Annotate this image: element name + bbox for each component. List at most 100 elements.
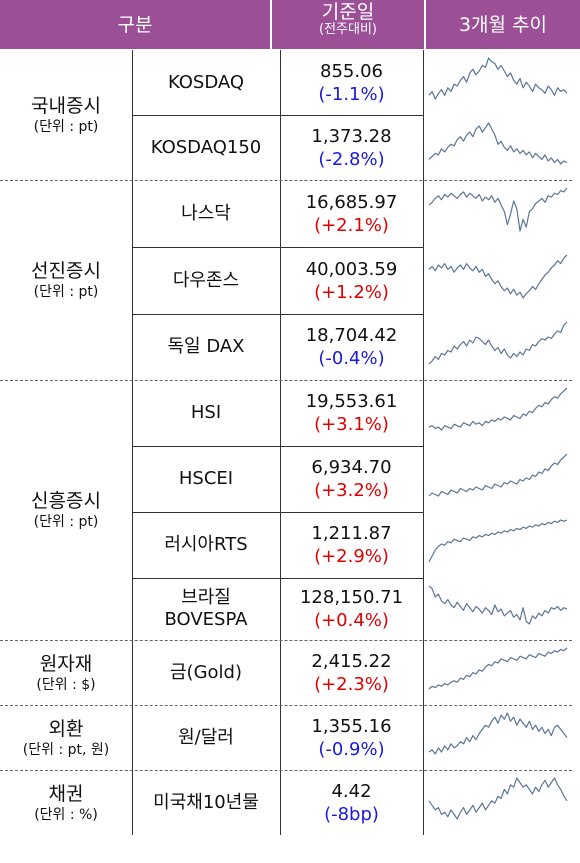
index-name: BOVESPA	[164, 609, 248, 630]
index-name-cell: HSCEI	[132, 446, 280, 512]
header-divider	[270, 0, 272, 49]
index-name-cell: HSI	[132, 380, 280, 446]
index-value: 855.06	[320, 60, 383, 82]
value-cell: 855.06 (-1.1%)	[280, 50, 423, 115]
header-cell-base-date: 기준일 (전주대비)	[272, 0, 424, 49]
index-name: KOSDAQ150	[150, 136, 262, 158]
column-divider	[423, 50, 424, 835]
weekly-change: (+2.9%)	[314, 546, 389, 567]
value-cell: 1,211.87 (+2.9%)	[280, 512, 423, 578]
weekly-change: (-0.9%)	[318, 738, 385, 760]
trend-sparkline	[428, 387, 568, 431]
value-cell: 1,355.16 (-0.9%)	[280, 705, 423, 770]
index-value: 1,355.16	[311, 715, 392, 737]
value-cell: 6,934.70 (+3.2%)	[280, 446, 423, 512]
row-divider	[132, 512, 423, 513]
header-divider	[424, 0, 426, 49]
trend-line	[428, 254, 568, 299]
value-cell: 18,704.42 (-0.4%)	[280, 314, 423, 380]
index-value: 1,211.87	[311, 523, 392, 544]
trend-line	[428, 585, 568, 625]
group-divider	[0, 705, 572, 706]
index-value: 19,553.61	[305, 391, 398, 412]
row-divider	[132, 314, 423, 315]
index-name-cell: 독일 DAX	[132, 314, 280, 380]
index-value: 128,150.71	[299, 587, 404, 608]
column-divider	[132, 50, 133, 835]
weekly-change: (+3.1%)	[314, 414, 389, 435]
group-title: 국내증시	[31, 95, 101, 117]
group-cell: 선진증시 (단위 : pt)	[0, 180, 132, 380]
weekly-change: (+2.1%)	[314, 214, 389, 236]
group-cell: 원자재 (단위 : $)	[0, 640, 132, 705]
trend-sparkline	[428, 585, 568, 625]
index-name-cell: KOSDAQ150	[132, 115, 280, 180]
group-unit: (단위 : %)	[34, 806, 98, 823]
weekly-change: (+2.3%)	[314, 673, 389, 695]
index-name-cell: 미국채10년물	[132, 770, 280, 835]
index-value: 6,934.70	[311, 457, 392, 478]
index-value: 4.42	[331, 780, 372, 802]
trend-line	[428, 387, 568, 431]
index-value: 40,003.59	[305, 258, 398, 280]
index-name-cell: 나스닥	[132, 180, 280, 247]
weekly-change: (-8bp)	[324, 803, 379, 825]
trend-line	[428, 321, 568, 365]
header-category: 구분	[117, 13, 153, 36]
group-unit: (단위 : pt)	[33, 119, 99, 135]
index-value: 16,685.97	[305, 191, 398, 213]
index-name: HSCEI	[178, 468, 234, 489]
index-value: 1,373.28	[311, 125, 392, 147]
value-cell: 40,003.59 (+1.2%)	[280, 247, 423, 314]
trend-line	[428, 187, 568, 232]
group-title: 채권	[48, 782, 84, 805]
index-value: 2,415.22	[311, 650, 392, 672]
value-cell: 1,373.28 (-2.8%)	[280, 115, 423, 180]
group-unit: (단위 : pt)	[33, 514, 99, 530]
value-cell: 4.42 (-8bp)	[280, 770, 423, 835]
trend-sparkline	[428, 712, 568, 755]
index-name-cell: 브라질 BOVESPA	[132, 578, 280, 640]
header-base-date: 기준일	[321, 0, 375, 23]
group-cell: 채권 (단위 : %)	[0, 770, 132, 835]
header-trend: 3개월 추이	[458, 13, 548, 36]
weekly-change: (+1.2%)	[314, 281, 389, 303]
index-name-cell: 다우존스	[132, 247, 280, 314]
value-cell: 128,150.71 (+0.4%)	[280, 578, 423, 640]
index-name: 나스닥	[181, 202, 231, 224]
weekly-change: (+0.4%)	[314, 610, 389, 631]
index-name: 러시아RTS	[164, 534, 248, 555]
header-cell-category: 구분	[0, 0, 270, 49]
weekly-change: (-0.4%)	[318, 348, 385, 369]
group-divider	[0, 640, 572, 641]
trend-sparkline	[428, 647, 568, 690]
row-divider	[132, 446, 423, 447]
group-title: 외환	[48, 717, 84, 740]
group-title: 신흥증시	[31, 490, 101, 512]
trend-sparkline	[428, 453, 568, 497]
trend-sparkline	[428, 519, 568, 563]
group-unit: (단위 : $)	[36, 676, 96, 693]
trend-sparkline	[428, 122, 568, 165]
index-name: HSI	[190, 402, 222, 423]
index-name: KOSDAQ	[167, 71, 245, 93]
trend-line	[428, 647, 568, 690]
group-divider	[0, 180, 572, 181]
trend-line	[428, 777, 568, 820]
trend-line	[428, 519, 568, 563]
trend-line	[428, 453, 568, 497]
value-cell: 2,415.22 (+2.3%)	[280, 640, 423, 705]
group-cell: 외환 (단위 : pt, 원)	[0, 705, 132, 770]
group-divider	[0, 770, 572, 771]
weekly-change: (+3.2%)	[314, 480, 389, 501]
row-divider	[132, 115, 423, 116]
index-name: 금(Gold)	[170, 661, 242, 683]
index-name: 독일 DAX	[167, 336, 245, 357]
index-name: 다우존스	[172, 269, 240, 291]
group-cell: 신흥증시 (단위 : pt)	[0, 380, 132, 640]
index-name: 브라질	[181, 587, 231, 608]
header-cell-trend: 3개월 추이	[426, 0, 580, 49]
column-divider	[280, 50, 281, 835]
group-title: 선진증시	[31, 260, 101, 282]
trend-line	[428, 122, 568, 165]
